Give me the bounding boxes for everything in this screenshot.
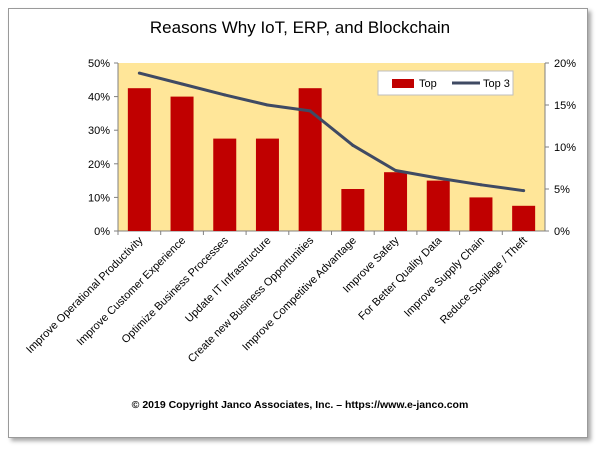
right-tick-label: 0% [554,226,570,238]
legend: Top Top 3 [377,70,514,96]
line-point [180,82,184,86]
bar [512,205,536,231]
bar [426,180,450,231]
bar [341,189,365,231]
right-tick-label: 10% [554,142,576,154]
line-point [223,93,227,97]
line-point [265,103,269,107]
bar [213,138,237,231]
copyright-footer: © 2019 Copyright Janco Associates, Inc. … [131,399,469,411]
right-tick-label: 15% [554,100,576,112]
category-label: Reduce Spoilage / Theft [438,235,530,327]
left-tick-label: 30% [88,125,110,137]
line-point [394,169,398,173]
bar [170,96,194,231]
line-point [137,71,141,75]
bar-series [127,88,536,231]
bar [255,138,279,231]
left-tick-label: 10% [88,192,110,204]
chart-title: Reasons Why IoT, ERP, and Blockchain [149,18,451,37]
category-label: Update IT Infrastructure [183,235,273,325]
legend-swatch-top [392,79,414,88]
left-tick-label: 50% [88,58,110,70]
category-label: For Better Quality Data [356,234,445,323]
line-series [137,71,526,193]
line-point [308,109,312,113]
category-label: Improve Supply Chain [402,235,487,320]
right-tick-label: 20% [554,58,576,70]
top3-line [138,71,524,193]
left-tick-label: 20% [88,159,110,171]
left-tick-label: 0% [94,226,110,238]
right-axis: 0% 5% 10% 15% 20% [544,58,576,238]
left-tick-label: 40% [88,92,110,104]
category-labels: Improve Operational ProductivityImprove … [24,231,530,365]
line-point [522,189,526,193]
bar [127,88,151,231]
line-point [351,143,355,147]
line-point [479,183,483,187]
legend-label-top3: Top 3 [483,78,510,90]
bar [384,172,408,231]
right-tick-label: 5% [554,184,570,196]
legend-label-top: Top [419,78,437,90]
bar [469,197,493,231]
bar [298,88,322,231]
line-point [436,176,440,180]
